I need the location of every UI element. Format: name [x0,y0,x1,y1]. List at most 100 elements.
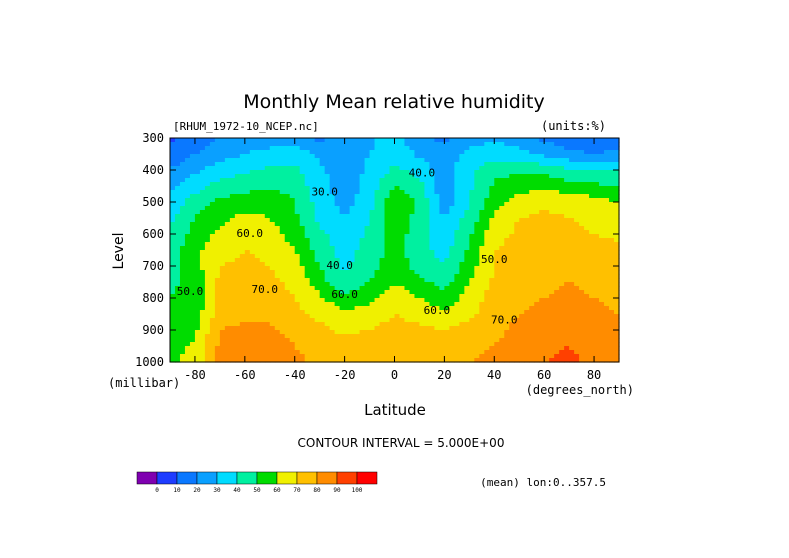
field-cell [254,242,261,247]
field-cell [339,262,346,267]
field-cell [244,194,251,199]
field-cell [279,142,286,147]
field-cell [284,306,291,311]
field-cell [299,222,306,227]
field-cell [199,158,206,163]
field-cell [279,246,286,251]
field-cell [319,342,326,347]
field-cell [199,270,206,275]
field-cell [209,290,216,295]
field-cell [534,166,540,171]
field-cell [269,210,276,215]
field-cell [179,262,186,267]
field-cell [454,330,460,335]
field-cell [334,182,341,187]
field-cell [404,186,411,191]
field-cell [364,294,371,299]
field-cell [504,354,510,359]
field-cell [274,338,281,343]
field-cell [174,282,181,287]
field-cell [189,242,196,247]
field-cell [299,322,306,327]
field-cell [359,330,366,335]
field-cell [599,290,605,295]
field-cell [174,218,181,223]
field-cell [614,282,620,287]
field-cell [414,174,421,179]
field-cell [214,274,221,279]
field-cell [594,334,600,339]
field-cell [264,326,271,331]
field-cell [329,298,336,303]
field-cell [219,258,226,263]
field-cell [584,262,590,267]
field-cell [309,182,316,187]
field-cell [574,258,580,263]
field-cell [334,266,341,271]
field-cell [594,322,600,327]
field-cell [379,258,386,263]
field-cell [409,150,416,155]
field-cell [254,230,261,235]
field-cell [349,162,356,167]
field-cell [229,222,236,227]
field-cell [394,318,401,323]
field-cell [374,190,381,195]
field-cell [179,358,186,363]
field-cell [474,206,480,211]
field-cell [429,266,436,271]
field-cell [549,278,555,283]
field-cell [289,306,296,311]
field-cell [344,358,351,363]
field-cell [564,346,570,351]
field-cell [349,306,356,311]
field-cell [379,250,386,255]
field-cell [574,342,580,347]
field-cell [324,310,331,315]
field-cell [294,206,301,211]
field-cell [449,334,455,339]
field-cell [444,246,450,251]
field-cell [314,254,321,259]
field-cell [174,162,181,167]
field-cell [324,210,331,215]
field-cell [334,342,341,347]
field-cell [174,262,181,267]
field-cell [539,158,545,163]
field-cell [194,358,201,363]
field-cell [609,290,615,295]
field-cell [284,202,291,207]
field-cell [369,278,376,283]
field-cell [494,286,500,291]
field-cell [489,350,495,355]
field-cell [464,250,470,255]
field-cell [579,150,585,155]
field-cell [184,182,191,187]
field-cell [184,350,191,355]
field-cell [499,222,505,227]
field-cell [484,162,490,167]
field-cell [519,174,525,179]
field-cell [479,338,485,343]
field-cell [354,162,361,167]
field-cell [439,270,445,275]
field-cell [549,274,555,279]
field-cell [324,262,331,267]
field-cell [229,258,236,263]
field-cell [489,314,495,319]
field-cell [529,214,535,219]
field-cell [514,338,520,343]
field-cell [399,158,406,163]
field-cell [484,182,490,187]
field-cell [219,194,226,199]
field-cell [579,170,585,175]
field-cell [549,234,555,239]
field-cell [249,262,256,267]
field-cell [389,146,396,151]
field-cell [409,226,416,231]
field-cell [279,170,286,175]
field-cell [184,242,191,247]
field-cell [194,182,201,187]
field-cell [229,254,236,259]
field-cell [444,170,450,175]
